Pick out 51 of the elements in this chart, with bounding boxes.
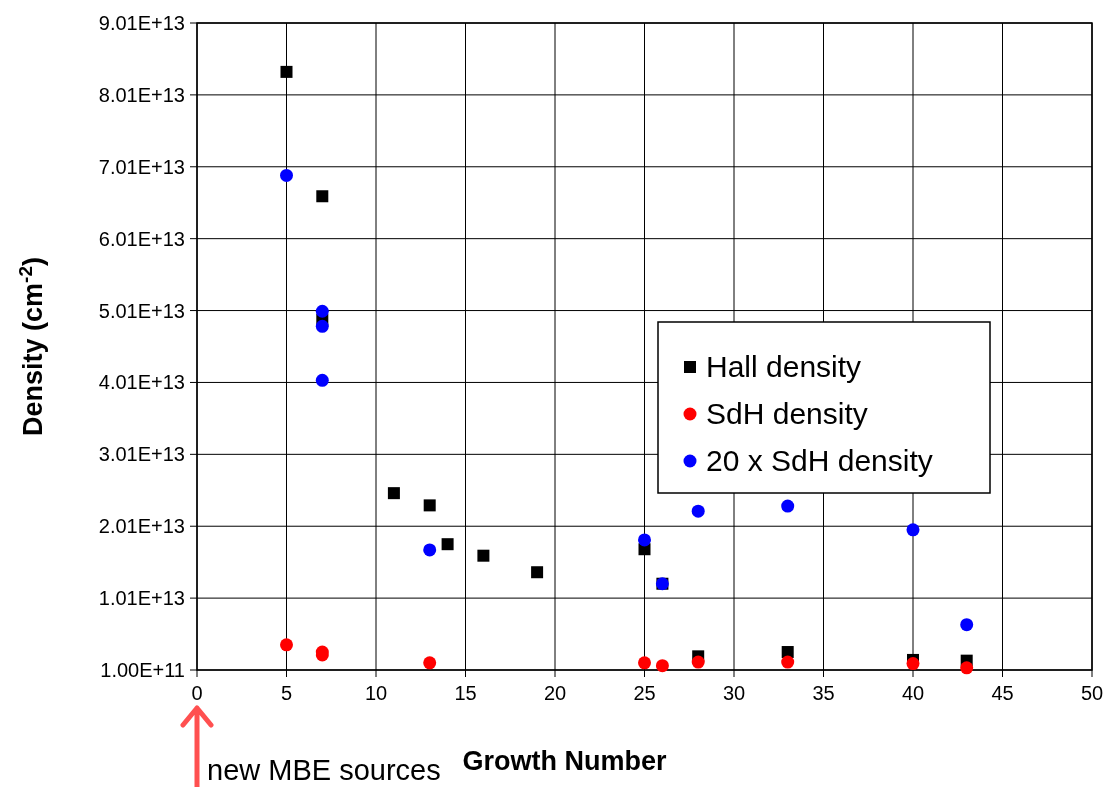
point xyxy=(316,190,329,203)
point xyxy=(638,533,651,547)
y-tick-label: 1.01E+13 xyxy=(98,587,185,610)
point xyxy=(280,65,293,78)
point xyxy=(477,549,490,562)
point xyxy=(280,168,293,182)
point xyxy=(906,657,920,671)
point xyxy=(315,304,329,318)
y-tick-label: 6.01E+13 xyxy=(98,227,185,250)
y-tick-label: 7.01E+13 xyxy=(98,155,185,178)
y-tick-label: 4.01E+13 xyxy=(98,371,185,394)
point xyxy=(387,487,400,500)
x-tick-label: 35 xyxy=(812,682,835,704)
x-axis-title: Growth Number xyxy=(462,746,667,776)
x-tick-label: 0 xyxy=(191,682,203,704)
point xyxy=(441,538,454,551)
point xyxy=(655,659,669,673)
x-tick-label: 45 xyxy=(991,682,1014,704)
legend-label: SdH density xyxy=(706,397,868,430)
point xyxy=(960,618,974,632)
point xyxy=(691,504,705,518)
point xyxy=(960,661,974,675)
legend-label: Hall density xyxy=(706,350,862,383)
point xyxy=(638,656,651,670)
point xyxy=(906,523,920,537)
y-tick-label: 1.00E+11 xyxy=(100,659,185,681)
point xyxy=(781,499,795,513)
point xyxy=(691,655,705,669)
x-tick-label: 30 xyxy=(722,682,746,704)
y-tick-label: 2.01E+13 xyxy=(98,515,185,538)
x-tick-label: 20 xyxy=(543,682,567,704)
point xyxy=(423,499,436,512)
x-tick-label: 5 xyxy=(280,682,293,704)
point xyxy=(280,638,293,652)
x-tick-label: 10 xyxy=(364,682,388,704)
y-tick-label: 8.01E+13 xyxy=(98,83,185,106)
point xyxy=(423,543,437,557)
y-tick-label: 3.01E+13 xyxy=(98,443,185,466)
x-tick-label: 25 xyxy=(633,682,656,704)
point xyxy=(531,566,544,579)
x-tick-label: 40 xyxy=(901,682,925,704)
x-tick-label: 50 xyxy=(1080,682,1104,704)
y-tick-label: 5.01E+13 xyxy=(98,299,185,322)
x-tick-label: 15 xyxy=(454,682,477,704)
point xyxy=(315,373,329,387)
point xyxy=(781,655,795,669)
legend-label: 20 x SdH density xyxy=(706,444,933,477)
y-tick-label: 9.01E+13 xyxy=(98,12,185,34)
text: new MBE sources xyxy=(207,754,441,786)
point xyxy=(315,319,329,333)
point xyxy=(423,656,437,670)
